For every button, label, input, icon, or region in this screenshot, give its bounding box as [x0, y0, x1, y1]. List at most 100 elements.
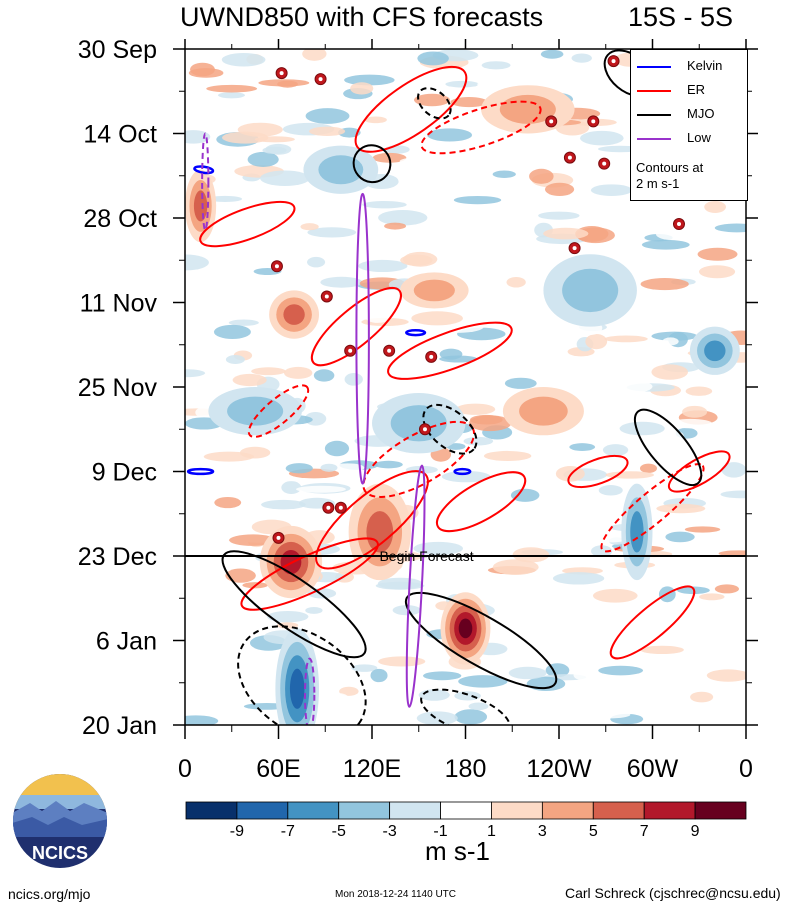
- contour-er: [600, 463, 705, 553]
- texture-blob: [413, 541, 463, 556]
- texture-blob: [398, 173, 417, 187]
- texture-blob: [350, 82, 374, 95]
- contour-er: [354, 65, 468, 153]
- texture-blob: [384, 145, 410, 154]
- texture-blob: [289, 209, 316, 222]
- texture-blob: [290, 195, 338, 208]
- texture-blob: [221, 52, 266, 67]
- texture-blob: [283, 366, 313, 379]
- texture-blob: [640, 645, 684, 655]
- x-tick-label: 120E: [343, 755, 401, 783]
- texture-blob: [441, 470, 491, 483]
- legend: Kelvin ER MJO Low Contours at 2 m s-1: [630, 49, 748, 201]
- texture-blob: [247, 151, 279, 168]
- texture-blob: [656, 503, 706, 514]
- texture-blob: [228, 319, 259, 326]
- colorbar-swatch: [338, 801, 391, 820]
- colorbar-swatch: [236, 801, 289, 820]
- texture-blob: [344, 74, 395, 86]
- texture-blob: [222, 131, 269, 144]
- texture-blob: [453, 195, 502, 205]
- contour-low: [201, 132, 210, 232]
- contour-kelvin: [405, 329, 427, 337]
- texture-blob: [690, 691, 714, 703]
- texture-blob: [324, 440, 350, 457]
- texture-blob: [313, 369, 335, 382]
- y-tick-label: 14 Oct: [83, 121, 157, 149]
- contour-er: [387, 321, 513, 380]
- x-tick-label: 0: [739, 755, 753, 783]
- anomaly-blob: [704, 340, 726, 362]
- texture-blob: [697, 247, 738, 261]
- cyclone-marker: [322, 501, 335, 514]
- colorbar-swatch: [389, 801, 441, 820]
- texture-blob: [255, 185, 277, 198]
- texture-blob: [651, 364, 689, 380]
- texture-blob: [213, 324, 251, 340]
- legend-mjo: MJO: [631, 106, 747, 124]
- footer-url[interactable]: ncics.org/mjo: [8, 886, 91, 902]
- texture-blob: [267, 610, 309, 623]
- texture-blob: [552, 572, 605, 585]
- legend-low-swatch: [637, 138, 671, 140]
- legend-er-label: ER: [687, 82, 706, 97]
- texture-blob: [721, 462, 746, 478]
- chart-region: 15S - 5S: [628, 2, 734, 32]
- anomaly-blob: [318, 155, 364, 185]
- texture-blob: [417, 51, 449, 66]
- texture-blob: [305, 108, 350, 124]
- texture-blob: [207, 195, 243, 202]
- texture-blob: [261, 499, 306, 510]
- colorbar-swatch: [643, 801, 696, 820]
- texture-blob: [655, 228, 692, 241]
- texture-blob: [714, 584, 740, 594]
- texture-blob: [454, 709, 488, 725]
- cyclone-marker-eye: [549, 119, 554, 124]
- texture-blob: [185, 288, 205, 296]
- cyclone-marker-eye: [274, 264, 279, 269]
- texture-blob: [598, 665, 644, 676]
- texture-blob: [311, 317, 340, 324]
- cyclone-marker: [320, 290, 333, 303]
- texture-blob: [307, 256, 326, 268]
- contour-kelvin: [193, 165, 215, 175]
- texture-blob: [281, 481, 302, 495]
- texture-blob: [481, 61, 511, 70]
- contour-er: [435, 471, 527, 533]
- texture-blob: [330, 463, 365, 473]
- cyclone-marker: [383, 344, 396, 357]
- texture-blob: [403, 251, 438, 267]
- x-tick-label: 180: [445, 755, 487, 783]
- texture-blob: [384, 222, 407, 230]
- legend-er: ER: [631, 82, 747, 100]
- cyclone-marker: [568, 242, 581, 255]
- colorbar-units: m s-1: [425, 836, 490, 866]
- texture-blob: [641, 239, 690, 250]
- texture-blob: [251, 367, 286, 376]
- texture-blob: [340, 208, 377, 218]
- colorbar-swatch: [440, 801, 492, 820]
- texture-blob: [685, 386, 713, 396]
- forecast-label: Begin Forecast: [379, 548, 473, 564]
- cyclone-marker-eye: [318, 77, 323, 82]
- texture-blob: [304, 411, 327, 426]
- texture-blob: [585, 333, 608, 350]
- texture-blob: [652, 600, 697, 611]
- texture-blob: [653, 398, 677, 414]
- texture-blob: [590, 184, 633, 196]
- texture-blob: [568, 694, 597, 704]
- texture-blob: [400, 121, 440, 132]
- texture-blob: [363, 307, 392, 323]
- texture-blob: [439, 348, 463, 360]
- contour-kelvin: [186, 467, 215, 476]
- texture-blob: [309, 126, 346, 137]
- texture-blob: [411, 311, 463, 326]
- anomaly-blob: [283, 304, 305, 325]
- colorbar-swatch: [694, 801, 747, 820]
- colorbar-tick-label: -3: [383, 823, 397, 840]
- texture-blob: [302, 49, 327, 61]
- contour-low: [405, 464, 426, 708]
- texture-blob: [364, 116, 387, 124]
- texture-blob: [320, 276, 363, 288]
- cyclone-marker-eye: [387, 348, 392, 353]
